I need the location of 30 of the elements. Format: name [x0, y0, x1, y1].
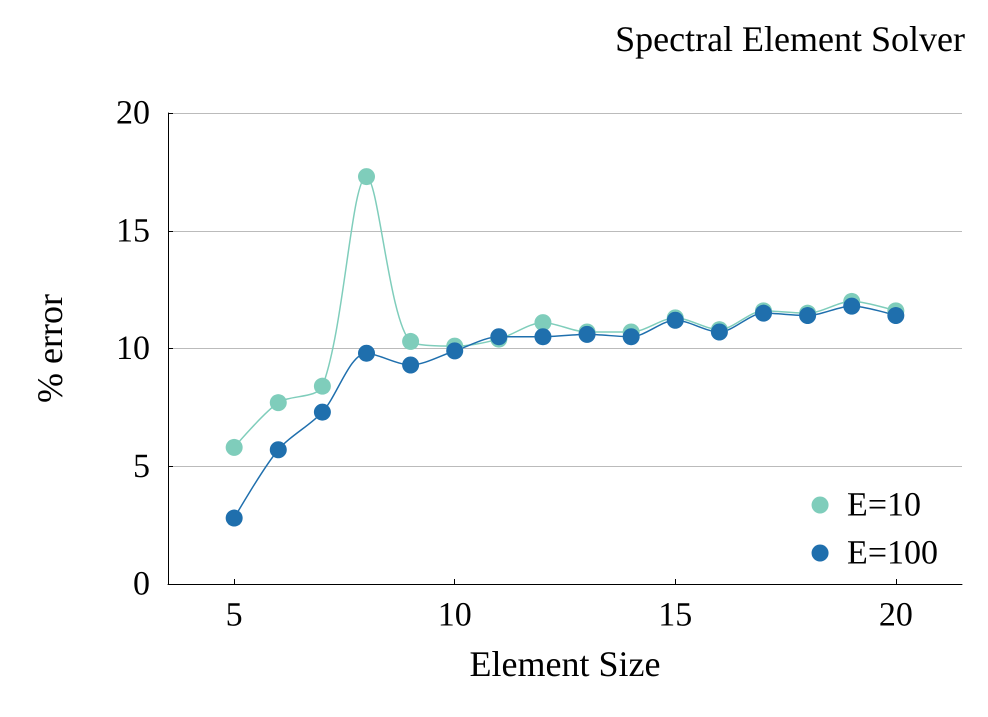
x-tick-label: 5 [226, 596, 243, 634]
point [358, 168, 375, 186]
y-tick-label: 5 [133, 448, 150, 485]
point [843, 298, 860, 315]
point [402, 332, 420, 350]
point [446, 342, 464, 360]
chart-title: Spectral Element Solver [615, 19, 966, 59]
y-tick-label: 20 [116, 94, 150, 132]
legend-label: E=100 [847, 534, 938, 572]
x-axis-title: Element Size [470, 644, 660, 684]
y-tick-label: 15 [116, 212, 150, 250]
x-tick-label: 10 [438, 596, 472, 634]
legend-label: E=10 [847, 486, 922, 524]
y-tick-label: 10 [116, 330, 150, 367]
point [270, 394, 287, 412]
point [358, 344, 375, 362]
point [270, 441, 287, 458]
point [314, 378, 331, 395]
x-tick-label: 15 [658, 596, 692, 634]
point [226, 438, 243, 456]
y-axis-title: % error [30, 294, 70, 403]
y-tick-label: 0 [133, 566, 150, 602]
point [534, 328, 552, 346]
x-tick-label: 20 [878, 596, 913, 634]
point [534, 314, 552, 332]
point [314, 404, 331, 421]
point [887, 307, 904, 324]
point [402, 356, 420, 374]
point [226, 510, 243, 527]
point [622, 328, 640, 346]
